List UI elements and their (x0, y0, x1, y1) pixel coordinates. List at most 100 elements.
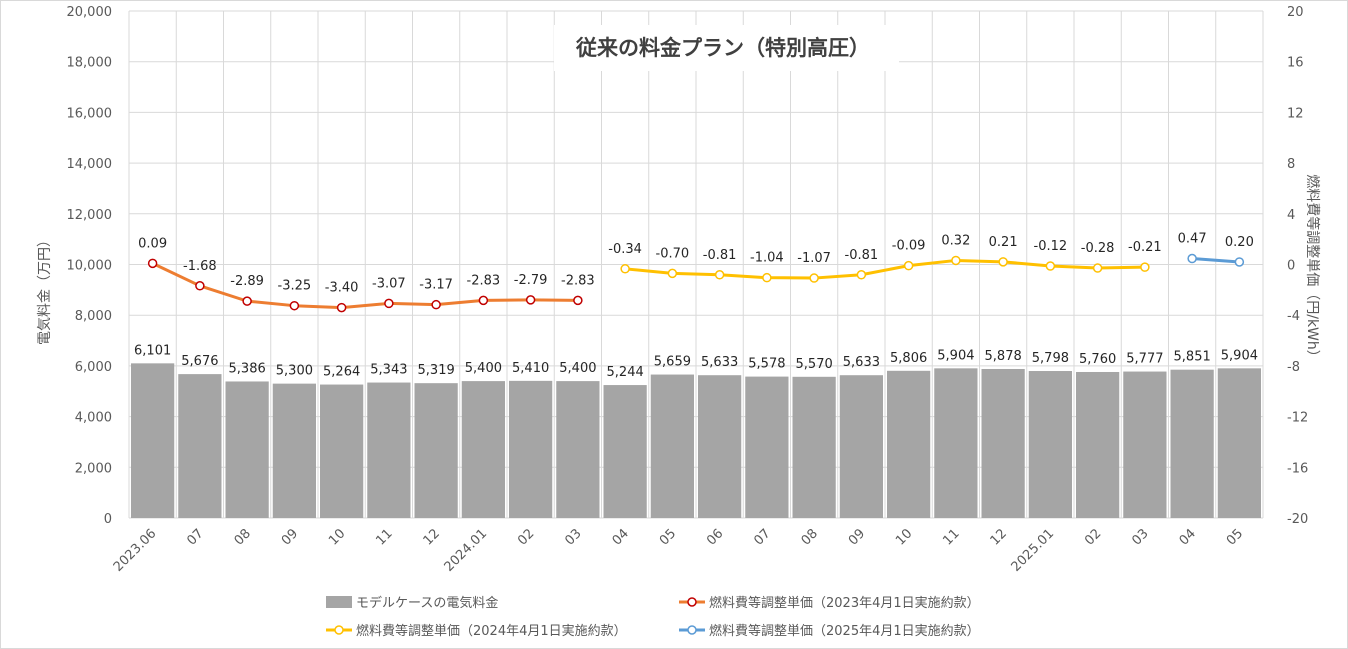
series-point (1045, 261, 1056, 271)
bar (745, 376, 789, 518)
left-tick-label: 20,000 (67, 5, 113, 20)
bar (1028, 371, 1072, 518)
left-tick-label: 2,000 (75, 461, 112, 476)
left-tick-label: 0 (104, 512, 112, 527)
x-tick-label: 08 (799, 526, 821, 548)
bar-data-label: 5,806 (890, 351, 927, 366)
bar-data-label: 5,904 (937, 348, 974, 363)
series-point (1234, 257, 1245, 267)
bar-data-label: 5,760 (1079, 352, 1116, 367)
bar (650, 374, 694, 518)
legend-swatch-marker (334, 625, 344, 635)
right-tick-label: -20 (1287, 512, 1308, 527)
line-data-label: -1.04 (750, 251, 784, 266)
line-data-label: 0.47 (1178, 232, 1207, 247)
line-data-label: 0.09 (138, 236, 167, 251)
legend-label: 燃料費等調整単価（2023年4月1日実施約款） (709, 595, 980, 611)
series-point (431, 299, 441, 310)
legend-swatch-bar (326, 596, 352, 608)
x-tick-label: 03 (562, 526, 584, 548)
line-data-label: -0.09 (892, 239, 926, 254)
line-data-label: -3.40 (325, 281, 359, 296)
bar-data-label: 5,798 (1032, 351, 1069, 366)
series-point (1187, 253, 1197, 264)
series-point (242, 296, 252, 306)
line-data-label: -2.89 (230, 274, 264, 289)
bar (320, 384, 364, 518)
legend-label: 燃料費等調整単価（2024年4月1日実施約款） (356, 623, 627, 639)
x-tick-label: 04 (1177, 526, 1199, 548)
right-axis-ticks: -20 -16 -12 -8 -4 0 4 8 12 16 20 (1287, 5, 1308, 527)
series-point (336, 302, 347, 313)
line-data-label: -3.17 (419, 278, 453, 293)
x-tick-label: 07 (184, 526, 206, 548)
bar-data-labels: 6,101 5,676 5,386 5,300 5,264 5,343 5,319 5,400… (134, 343, 1258, 380)
bar-data-label: 5,851 (1174, 350, 1211, 365)
right-tick-label: 0 (1287, 259, 1295, 274)
series-point (289, 300, 300, 311)
x-tick-label: 02 (515, 526, 537, 548)
series-point (809, 273, 819, 283)
bar (367, 382, 411, 518)
line-data-label: -3.07 (372, 276, 406, 291)
x-tick-label: 08 (232, 526, 254, 548)
x-tick-label: 09 (846, 526, 868, 548)
line-data-label: -2.83 (467, 273, 501, 288)
x-tick-label: 05 (1224, 526, 1246, 548)
bar-data-label: 5,878 (985, 349, 1022, 364)
right-tick-label: -8 (1287, 360, 1300, 375)
line-data-label: -0.81 (703, 248, 737, 263)
x-tick-label: 04 (610, 526, 632, 548)
bar (1076, 371, 1120, 518)
bar (839, 375, 883, 518)
left-tick-label: 18,000 (67, 56, 113, 71)
bar-data-label: 5,410 (512, 361, 549, 376)
bar (981, 368, 1025, 518)
line-data-label: -0.34 (608, 242, 642, 257)
line-data-label: -2.83 (561, 273, 595, 288)
right-tick-label: 16 (1287, 56, 1304, 71)
series-point (525, 295, 536, 305)
series-point (195, 281, 205, 291)
line-data-label: 0.20 (1225, 235, 1254, 250)
x-tick-label: 02 (1082, 526, 1104, 548)
line-data-label: -0.12 (1034, 239, 1068, 254)
left-tick-label: 4,000 (75, 411, 112, 426)
right-tick-label: 4 (1287, 208, 1295, 223)
left-tick-label: 8,000 (75, 309, 112, 324)
line-data-label: -0.21 (1128, 240, 1162, 255)
x-tick-label: 2025.01 (1009, 526, 1058, 575)
bar (1170, 369, 1214, 518)
x-tick-label: 2023.06 (111, 526, 160, 575)
legend-label: モデルケースの電気料金 (356, 595, 498, 611)
series-point (856, 270, 867, 280)
x-tick-label: 06 (704, 526, 726, 548)
bar-data-label: 5,633 (701, 355, 738, 370)
bar (509, 380, 553, 518)
x-tick-label: 2024.01 (442, 526, 491, 575)
bar (225, 381, 269, 518)
bar (1217, 368, 1261, 518)
left-axis-title: 電気料金（万円） (37, 233, 53, 345)
series-point (1140, 262, 1150, 272)
series-point (667, 268, 678, 279)
right-tick-label: -4 (1287, 309, 1300, 324)
x-tick-label: 12 (988, 526, 1010, 548)
x-tick-label: 05 (657, 526, 679, 548)
right-tick-label: 8 (1287, 157, 1295, 172)
series-point (384, 298, 394, 309)
series-line (1192, 257, 1240, 264)
bar-data-label: 6,101 (134, 343, 171, 358)
series-point (762, 272, 772, 283)
x-tick-label: 09 (279, 526, 301, 548)
legend: モデルケースの電気料金 燃料費等調整単価（2023年4月1日実施約款） 燃料費等調整… (326, 595, 980, 639)
chart-title: 従来の料金プラン（特別高圧） (575, 36, 870, 60)
bar-data-label: 5,904 (1221, 348, 1258, 363)
bar-data-label: 5,386 (229, 361, 266, 376)
series-point (951, 255, 961, 266)
left-tick-label: 10,000 (67, 259, 113, 274)
bar (178, 374, 222, 518)
series-point (903, 260, 914, 271)
x-tick-label: 07 (751, 526, 773, 548)
